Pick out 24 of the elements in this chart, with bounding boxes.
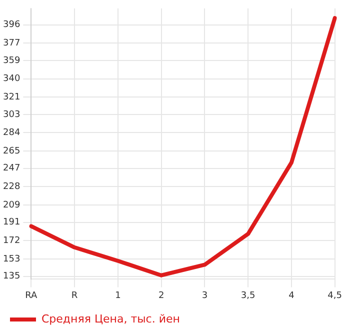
y-tick-label: 191 <box>2 218 20 228</box>
y-tick-label: 265 <box>2 146 20 156</box>
x-tick-label: 1 <box>115 290 121 301</box>
y-tick-label: 135 <box>2 272 20 282</box>
x-tick-label: 2 <box>158 290 164 301</box>
y-tick-label: 209 <box>2 200 20 210</box>
x-tick-label: RA <box>25 290 38 301</box>
y-tick-label: 284 <box>2 128 20 138</box>
legend-label: Средняя Цена, тыс. йен <box>42 312 180 326</box>
y-tick-label: 340 <box>2 74 20 84</box>
x-tick-label: R <box>71 290 78 301</box>
x-tick-label: 4,5 <box>328 290 342 301</box>
y-tick-label: 247 <box>2 164 20 174</box>
y-tick-label: 172 <box>2 236 20 246</box>
y-tick-label: 377 <box>2 38 20 48</box>
x-tick-label: 4 <box>288 290 295 301</box>
y-tick-label: 228 <box>2 182 20 192</box>
x-tick-label: 3,5 <box>240 290 256 301</box>
y-tick-label: 303 <box>2 110 20 120</box>
y-tick-label: 359 <box>2 56 20 66</box>
y-tick-label: 396 <box>2 20 20 30</box>
y-tick-label: 321 <box>2 92 20 102</box>
x-tick-label: 3 <box>202 290 208 301</box>
y-tick-label: 153 <box>2 254 20 264</box>
